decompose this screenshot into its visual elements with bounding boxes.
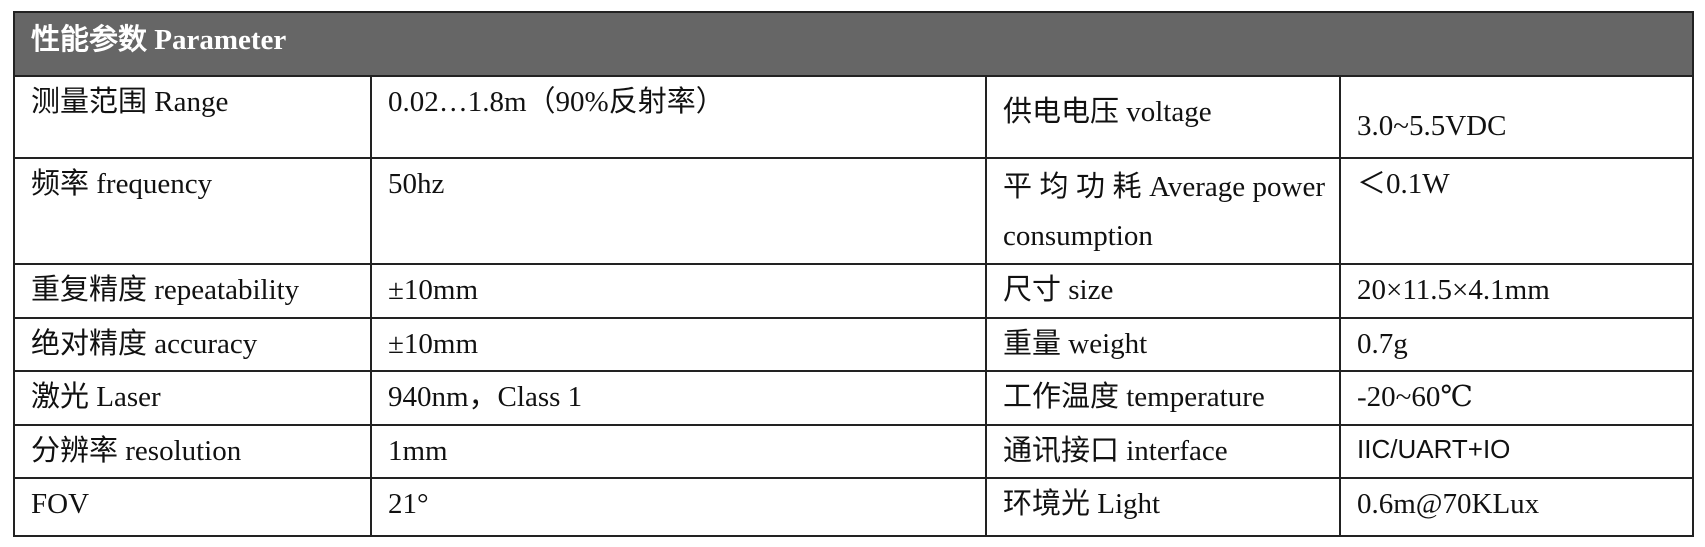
param-label: 平 均 功 耗 Average power consumption bbox=[985, 157, 1341, 265]
param-label: FOV bbox=[13, 477, 372, 537]
param-label: 重复精度 repeatability bbox=[13, 263, 372, 319]
table-title: 性能参数 Parameter bbox=[12, 11, 1695, 77]
table-row: 绝对精度 accuracy ±10mm 重量 weight 0.7g bbox=[13, 317, 1695, 372]
table-row: 重复精度 repeatability ±10mm 尺寸 size 20×11.5… bbox=[13, 263, 1695, 319]
table-row: FOV 21° 环境光 Light 0.6m@70KLux bbox=[13, 477, 1695, 537]
param-value: ＜0.1W bbox=[1338, 157, 1695, 265]
param-value: 0.7g bbox=[1338, 317, 1695, 372]
param-value: ±10mm bbox=[370, 263, 987, 319]
param-value: IIC/UART+IO bbox=[1338, 424, 1695, 479]
param-label-text: 平 均 功 耗 Average power consumption bbox=[1003, 171, 1325, 253]
table-row: 激光 Laser 940nm，Class 1 工作温度 temperature … bbox=[13, 370, 1695, 426]
table-row: 测量范围 Range 0.02…1.8m（90%反射率） 供电电压 voltag… bbox=[13, 75, 1695, 159]
param-value: 20×11.5×4.1mm bbox=[1338, 263, 1695, 319]
param-label: 尺寸 size bbox=[985, 263, 1341, 319]
param-label: 供电电压 voltage bbox=[985, 75, 1341, 159]
param-value: 1mm bbox=[370, 424, 987, 479]
param-label: 环境光 Light bbox=[985, 477, 1341, 537]
parameter-table: 性能参数 Parameter 测量范围 Range 0.02…1.8m（90%反… bbox=[12, 11, 1695, 537]
table-row: 分辨率 resolution 1mm 通讯接口 interface IIC/UA… bbox=[13, 424, 1695, 479]
param-value: 0.6m@70KLux bbox=[1338, 477, 1695, 537]
param-label: 通讯接口 interface bbox=[985, 424, 1341, 479]
param-value: 21° bbox=[370, 477, 987, 537]
param-label: 工作温度 temperature bbox=[985, 370, 1341, 426]
param-value: 940nm，Class 1 bbox=[370, 370, 987, 426]
param-value: -20~60℃ bbox=[1338, 370, 1695, 426]
param-label: 激光 Laser bbox=[13, 370, 372, 426]
table-row: 频率 frequency 50hz 平 均 功 耗 Average power … bbox=[13, 157, 1695, 265]
param-label: 测量范围 Range bbox=[13, 75, 372, 159]
param-label: 重量 weight bbox=[985, 317, 1341, 372]
param-value: 0.02…1.8m（90%反射率） bbox=[370, 75, 987, 159]
param-value: 50hz bbox=[370, 157, 987, 265]
param-value: ±10mm bbox=[370, 317, 987, 372]
param-label: 频率 frequency bbox=[13, 157, 372, 265]
param-label: 绝对精度 accuracy bbox=[13, 317, 372, 372]
param-label: 分辨率 resolution bbox=[13, 424, 372, 479]
param-value: 3.0~5.5VDC bbox=[1338, 75, 1695, 159]
